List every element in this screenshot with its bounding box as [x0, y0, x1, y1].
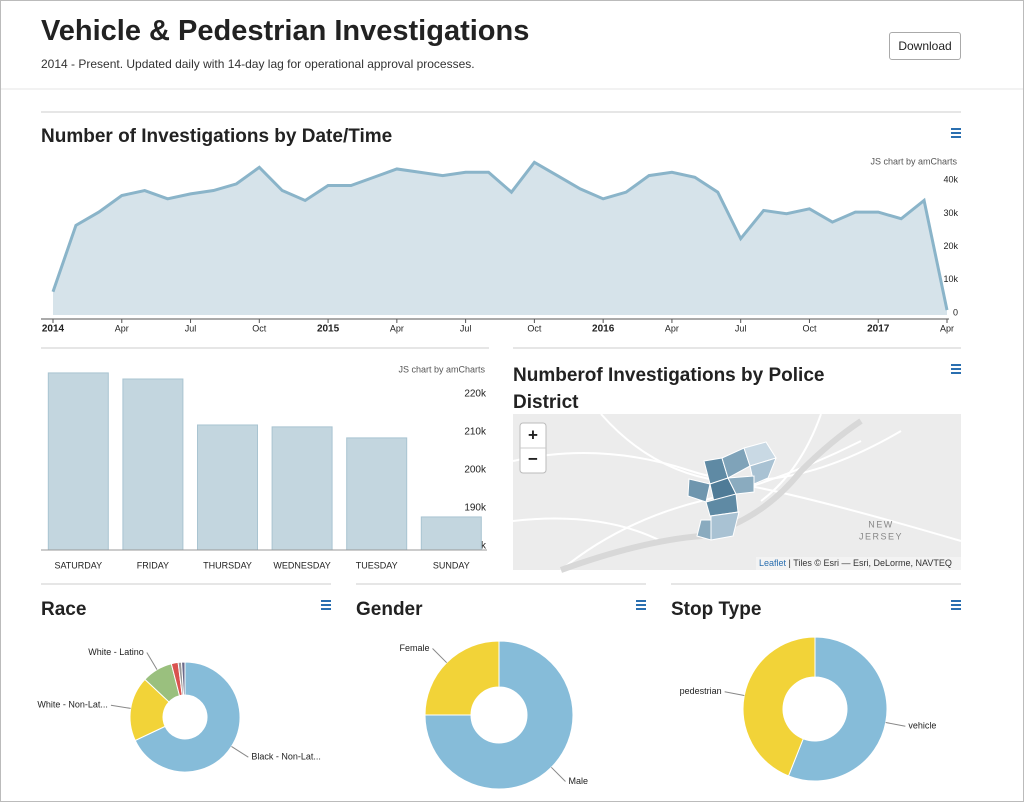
- x-tick-label: SATURDAY: [54, 560, 102, 570]
- leader-line: [231, 746, 249, 758]
- chart-credit: JS chart by amCharts: [398, 364, 485, 374]
- leader-line: [432, 648, 448, 664]
- leader-line: [146, 652, 158, 670]
- x-tick-label: WEDNESDAY: [273, 560, 330, 570]
- chart-title: Gender: [356, 599, 423, 620]
- y-tick-label: 220k: [464, 389, 487, 400]
- map-title: Numberof Investigations by Police Distri…: [513, 365, 825, 413]
- slice-label: Male: [568, 776, 588, 786]
- x-tick-label: FRIDAY: [137, 560, 169, 570]
- donut-slice: [134, 661, 241, 773]
- x-tick-label: Apr: [665, 323, 679, 333]
- x-tick-label: Apr: [390, 323, 404, 333]
- chart-title: Race: [41, 599, 87, 620]
- x-tick-label: Apr: [115, 323, 129, 333]
- map-attribution: Leaflet | Tiles © Esri — Esri, DeLorme, …: [759, 558, 952, 568]
- page-title: Vehicle & Pedestrian Investigations: [41, 15, 530, 47]
- y-tick-label: 40k: [943, 175, 958, 185]
- zoom-in[interactable]: +: [528, 425, 538, 444]
- area-fill: [53, 162, 947, 315]
- leader-line: [885, 722, 906, 727]
- y-tick-label: 190k: [464, 503, 487, 514]
- map-label: JERSEY: [859, 531, 903, 541]
- attribution-part[interactable]: Leaflet: [759, 558, 787, 568]
- page-subtitle: 2014 - Present. Updated daily with 14-da…: [41, 57, 475, 71]
- donut-slice: [424, 640, 500, 716]
- x-tick-label: THURSDAY: [203, 560, 252, 570]
- leader-line: [724, 691, 745, 696]
- menu-icons[interactable]: [321, 128, 961, 610]
- x-tick-label: Oct: [252, 323, 267, 333]
- x-tick-label: 2015: [317, 324, 340, 335]
- attribution-part: | Tiles © Esri — Esri, DeLorme, NAVTEQ: [786, 558, 952, 568]
- slice-label: pedestrian: [680, 686, 722, 696]
- slice-label: White - Latino: [88, 647, 144, 657]
- y-tick-label: 210k: [464, 427, 487, 438]
- x-tick-label: Oct: [802, 323, 817, 333]
- y-tick-label: 200k: [464, 465, 487, 476]
- y-tick-label: 0: [953, 307, 958, 317]
- chart-title: Stop Type: [671, 599, 762, 620]
- map[interactable]: [512, 413, 962, 573]
- slice-label: vehicle: [908, 721, 936, 731]
- map-label: NEW: [868, 519, 894, 529]
- bar: [47, 372, 109, 551]
- donut-slice: [787, 636, 888, 782]
- leader-line: [110, 704, 131, 709]
- x-tick-label: Apr: [940, 323, 954, 333]
- x-tick-label: TUESDAY: [356, 560, 398, 570]
- donut-slice: [424, 640, 574, 790]
- slice-label: Black - Non-Lat...: [251, 752, 321, 762]
- slice-label: Female: [400, 643, 430, 653]
- zoom-out[interactable]: −: [528, 449, 538, 468]
- bar: [271, 426, 333, 551]
- y-tick-label: 10k: [943, 274, 958, 284]
- x-tick-label: SUNDAY: [433, 560, 470, 570]
- bar: [197, 424, 258, 551]
- x-tick-label: Jul: [460, 323, 472, 333]
- download-button[interactable]: Download: [889, 32, 961, 60]
- chart-credit: JS chart by amCharts: [870, 156, 957, 166]
- x-tick-label: 2014: [42, 324, 65, 335]
- bar: [122, 378, 184, 551]
- chart-title: Number of Investigations by Date/Time: [41, 126, 393, 147]
- leader-line: [550, 766, 566, 782]
- donut-slice: [181, 661, 186, 696]
- x-tick-label: 2017: [867, 324, 890, 335]
- y-tick-label: 30k: [943, 208, 958, 218]
- bar: [346, 437, 408, 551]
- slice-label: White - Non-Lat...: [37, 700, 108, 710]
- x-tick-label: Jul: [185, 323, 197, 333]
- x-tick-label: Jul: [735, 323, 747, 333]
- x-tick-label: Oct: [527, 323, 542, 333]
- x-tick-label: 2016: [592, 324, 615, 335]
- bar: [420, 516, 482, 551]
- y-tick-label: 20k: [943, 241, 958, 251]
- area-line: [51, 160, 949, 311]
- donut-slice: [742, 636, 816, 777]
